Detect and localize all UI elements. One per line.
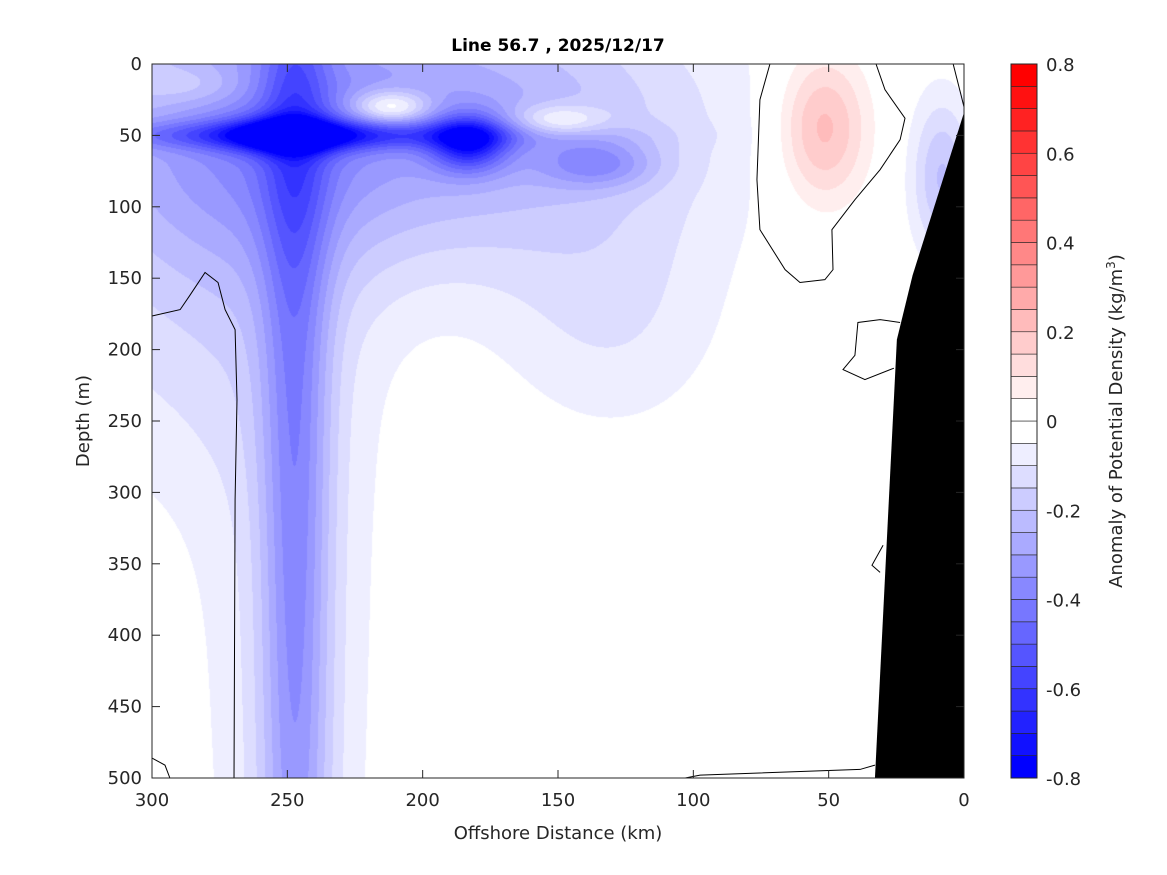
colorbar-level xyxy=(1010,487,1038,511)
y-tick-label: 500 xyxy=(108,768,142,789)
bathymetry-seafloor xyxy=(874,112,964,778)
y-tick-label: 450 xyxy=(108,697,142,718)
colorbar-level xyxy=(1010,63,1038,87)
colorbar-level xyxy=(1010,219,1038,243)
bathymetry-layer xyxy=(874,112,964,778)
colorbar-level xyxy=(1010,286,1038,310)
y-axis-label: Depth (m) xyxy=(73,375,94,467)
colorbar-level xyxy=(1010,443,1038,466)
colorbar-level xyxy=(1010,710,1038,734)
x-tick-label: 50 xyxy=(817,790,840,811)
colorbar-tick-label: -0.2 xyxy=(1046,501,1081,522)
colorbar-frame xyxy=(1010,63,1038,779)
x-tick-label: 0 xyxy=(958,790,969,811)
colorbar-tick-label: 0.8 xyxy=(1046,55,1075,76)
colorbar-tick-label: 0.4 xyxy=(1046,234,1075,255)
y-tick-label: 200 xyxy=(108,340,142,361)
zero-contour-line xyxy=(756,63,906,284)
colorbar-label-superscript: 3 xyxy=(1104,261,1118,269)
colorbar-level xyxy=(1010,353,1038,377)
colorbar-level xyxy=(1010,733,1038,756)
x-tick-label: 100 xyxy=(676,790,710,811)
colorbar-level xyxy=(1010,264,1038,288)
colorbar-level xyxy=(1010,688,1038,712)
y-tick-label: 300 xyxy=(108,482,142,503)
zero-contour-layer xyxy=(151,63,965,779)
colorbar-level xyxy=(1010,152,1038,176)
zero-contour-line xyxy=(151,271,238,779)
colorbar-tick-label: 0.2 xyxy=(1046,323,1075,344)
zero-contour-line xyxy=(871,544,884,573)
colorbar-level xyxy=(1010,509,1038,533)
y-tick-label: 100 xyxy=(108,197,142,218)
colorbar-level xyxy=(1010,532,1038,556)
x-tick-label: 300 xyxy=(135,790,169,811)
y-tick-label: 350 xyxy=(108,554,142,575)
colorbar-level xyxy=(1010,465,1038,489)
y-tick-label: 0 xyxy=(131,54,142,75)
colorbar-level xyxy=(1010,175,1038,199)
x-axis-label: Offshore Distance (km) xyxy=(454,823,663,844)
colorbar-tick-label: -0.8 xyxy=(1046,769,1081,790)
colorbar-level xyxy=(1010,309,1038,333)
colorbar-tick-label: 0 xyxy=(1046,412,1057,433)
colorbar-level xyxy=(1010,576,1038,600)
y-axis: 0 50 100 150 200 250 300 350 400 450 500 xyxy=(108,54,964,789)
colorbar-level xyxy=(1010,130,1038,154)
colorbar-level xyxy=(1010,376,1038,399)
colorbar-level xyxy=(1010,331,1038,355)
colorbar-level xyxy=(1010,108,1038,132)
colorbar-tick-label: -0.6 xyxy=(1046,680,1081,701)
chart-title: Line 56.7 , 2025/12/17 xyxy=(451,36,665,56)
colorbar-level xyxy=(1010,398,1038,422)
zero-contour-line xyxy=(952,63,965,107)
x-axis: 300 250 200 150 100 50 0 xyxy=(135,64,970,811)
colorbar-label: Anomaly of Potential Density (kg/m3) xyxy=(1104,254,1127,588)
x-tick-label: 250 xyxy=(270,790,304,811)
colorbar-level xyxy=(1010,599,1038,623)
colorbar-level xyxy=(1010,197,1038,221)
colorbar-tick-label: 0.6 xyxy=(1046,144,1075,165)
zero-contour-line xyxy=(151,757,171,779)
colorbar-label-text: Anomaly of Potential Density (kg/m xyxy=(1106,269,1127,588)
y-tick-label: 250 xyxy=(108,411,142,432)
colorbar-label-end: ) xyxy=(1106,254,1127,261)
x-tick-label: 200 xyxy=(405,790,439,811)
y-tick-label: 400 xyxy=(108,625,142,646)
colorbar: -0.8 -0.6 -0.4 -0.2 0 0.2 0.4 0.6 0.8 xyxy=(1010,55,1081,790)
colorbar-tick-label: -0.4 xyxy=(1046,591,1081,612)
colorbar-level xyxy=(1010,621,1038,645)
zero-contour-line xyxy=(842,319,901,381)
colorbar-level xyxy=(1010,755,1038,779)
colorbar-level xyxy=(1010,666,1038,690)
colorbar-level xyxy=(1010,554,1038,578)
colorbar-level xyxy=(1010,86,1038,109)
colorbar-level xyxy=(1010,242,1038,266)
y-tick-label: 50 xyxy=(119,125,142,146)
plot-frame xyxy=(151,63,965,779)
colorbar-level xyxy=(1010,643,1038,667)
zero-contour-line xyxy=(685,764,876,779)
x-tick-label: 150 xyxy=(541,790,575,811)
colorbar-level xyxy=(1010,420,1038,444)
y-tick-label: 150 xyxy=(108,268,142,289)
density-anomaly-field xyxy=(152,64,964,778)
